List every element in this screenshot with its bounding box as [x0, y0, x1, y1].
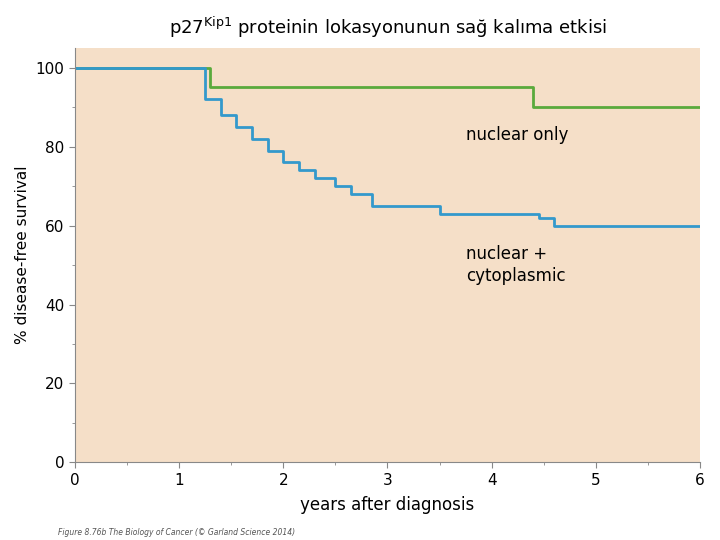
- Y-axis label: % disease-free survival: % disease-free survival: [15, 166, 30, 345]
- X-axis label: years after diagnosis: years after diagnosis: [300, 496, 474, 514]
- Text: nuclear +
cytoplasmic: nuclear + cytoplasmic: [466, 245, 565, 285]
- Title: p27$^{\mathregular{Kip1}}$ proteinin lokasyonunun sağ kalıma etkisi: p27$^{\mathregular{Kip1}}$ proteinin lok…: [168, 15, 606, 40]
- Text: Figure 8.76b The Biology of Cancer (© Garland Science 2014): Figure 8.76b The Biology of Cancer (© Ga…: [58, 528, 294, 537]
- Text: nuclear only: nuclear only: [466, 126, 568, 144]
